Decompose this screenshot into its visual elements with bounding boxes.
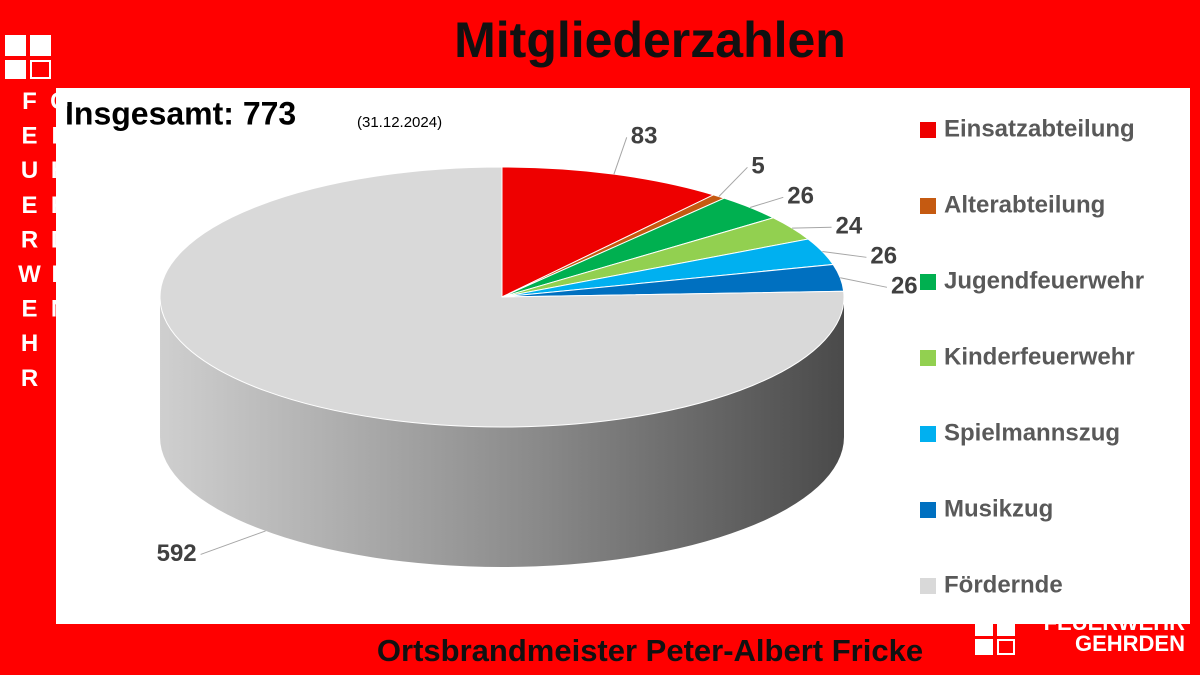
logo-line2: GEHRDEN [1075, 631, 1185, 656]
side-text: FEUERWEHR GEHRDEN [16, 88, 73, 400]
data-label: 26 [787, 183, 814, 210]
data-label: 5 [751, 153, 764, 180]
legend-swatch [920, 502, 936, 518]
legend-label: Kinderfeuerwehr [944, 343, 1135, 370]
data-label: 26 [891, 273, 918, 300]
data-label: 83 [631, 123, 658, 150]
pie-slice-side [160, 297, 844, 567]
legend-label: Jugendfeuerwehr [944, 267, 1144, 294]
leader-line [822, 251, 867, 258]
leader-line [840, 277, 888, 288]
data-label: 24 [836, 213, 863, 240]
legend-swatch [920, 274, 936, 290]
pie-slice [159, 166, 845, 428]
legend-swatch [920, 578, 936, 594]
legend-swatch [920, 350, 936, 366]
leader-line [749, 196, 784, 208]
data-label: 592 [157, 540, 197, 567]
legend-swatch [920, 426, 936, 442]
legend-label: Spielmannszug [944, 419, 1120, 446]
slide-title: Mitgliederzahlen [454, 12, 846, 68]
legend-label: Alterabteilung [944, 191, 1105, 218]
pie-slice [501, 166, 715, 298]
logo-bottom [975, 620, 1015, 655]
footer: Ortsbrandmeister Peter-Albert Fricke [377, 633, 923, 668]
data-label: 26 [870, 243, 897, 270]
leader-line [718, 166, 748, 197]
legend-swatch [920, 198, 936, 214]
legend-label: Fördernde [944, 571, 1063, 598]
chart-subtitle: (31.12.2024) [357, 114, 442, 131]
leader-line [200, 530, 266, 555]
leader-line [792, 226, 832, 229]
legend-label: Einsatzabteilung [944, 115, 1135, 142]
chart-title: Insgesamt: 773 [65, 95, 296, 131]
leader-line [613, 137, 628, 175]
legend-label: Musikzug [944, 495, 1053, 522]
legend-swatch [920, 122, 936, 138]
logo-top [5, 35, 51, 79]
logo-line1: FEUERWEHR [1044, 610, 1185, 635]
